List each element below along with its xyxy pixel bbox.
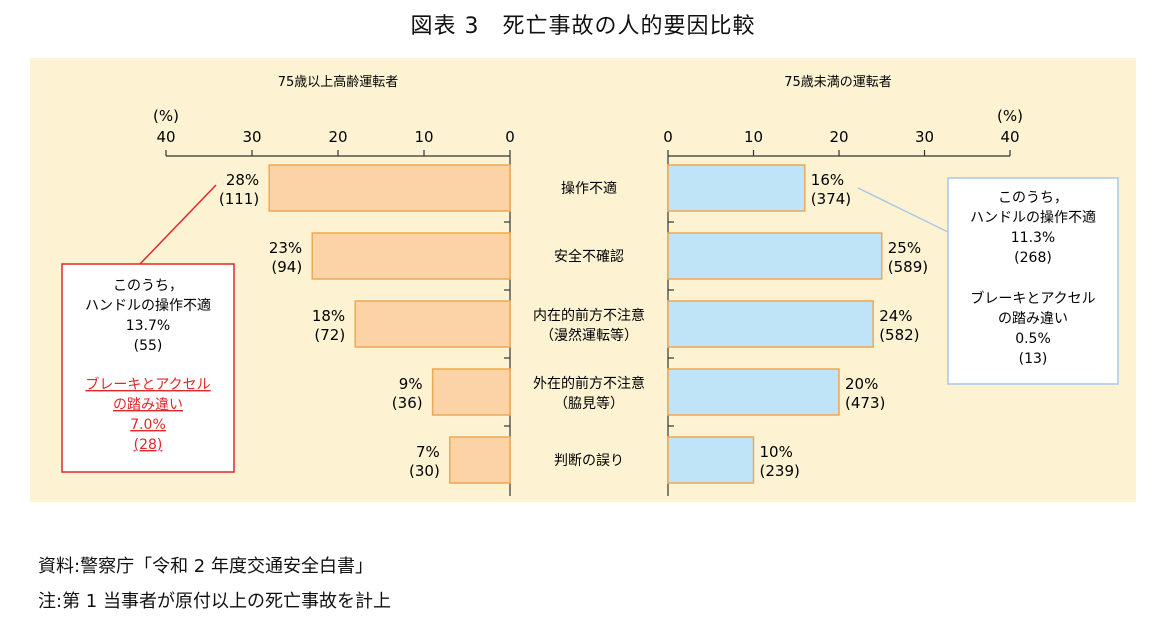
- annotation-right-text: 11.3%: [1011, 230, 1055, 246]
- bar-count-label-right: (589): [888, 258, 928, 276]
- chart-title: 図表 3 死亡事故の人的要因比較: [410, 14, 756, 39]
- unit-label-right: (%): [997, 107, 1023, 125]
- leader-line-right: [857, 187, 949, 233]
- bar-pct-label-left: 18%: [312, 307, 345, 325]
- bar-pct-label-left: 28%: [226, 171, 259, 189]
- bar-count-label-right: (374): [811, 190, 851, 208]
- annotation-right-text: このうち，: [998, 190, 1068, 206]
- bar-count-label-left: (94): [271, 258, 302, 276]
- annotation-left-text: ハンドルの操作不適: [85, 297, 211, 314]
- bar-right: [667, 436, 755, 484]
- bar-count-label-left: (36): [392, 394, 423, 412]
- bar-left: [268, 164, 511, 212]
- bar-left: [431, 368, 511, 416]
- category-sublabel: （脇見等）: [554, 395, 624, 412]
- bar-left: [354, 300, 511, 348]
- bar-count-label-left: (30): [409, 462, 440, 480]
- bar-count-label-right: (473): [845, 394, 885, 412]
- tick-label-left: 0: [505, 128, 515, 146]
- bar-count-label-left: (72): [314, 326, 345, 344]
- bar-right: [667, 368, 840, 416]
- tick-label-right: 40: [1000, 128, 1019, 146]
- bar-pct-label-right: 10%: [760, 443, 793, 461]
- left-panel-older-drivers: 75歳以上高齢運転者 (%) 0 10 20 30 40 28%(111) 23%(94) 18%…: [153, 74, 515, 496]
- annotation-right-text: の踏み違い: [998, 311, 1068, 327]
- annotation-right-text: ブレーキとアクセル: [970, 290, 1095, 307]
- annotation-left-red-text: の踏み違い: [113, 397, 183, 413]
- tick-label-right: 0: [663, 128, 673, 146]
- category-label: 安全不確認: [554, 248, 624, 265]
- category-label: 内在的前方不注意: [533, 307, 645, 324]
- annotation-right-text: 0.5%: [1015, 331, 1051, 347]
- right-panel-younger-drivers: 75歳未満の運転者 (%) 0 10 20 30 40 16%(374) 25%(589) 24%…: [663, 75, 1023, 496]
- bar-pct-label-left: 9%: [399, 375, 423, 393]
- tick-label-left: 40: [156, 128, 175, 146]
- bar-pct-label-right: 20%: [845, 375, 878, 393]
- category-label: 操作不適: [561, 180, 617, 197]
- annotation-left-text: 13.7%: [126, 318, 170, 334]
- tick-label-right: 20: [829, 128, 848, 146]
- bar-count-label-right: (582): [879, 326, 919, 344]
- annotation-right-text: (13): [1019, 351, 1048, 367]
- tick-label-left: 10: [414, 128, 433, 146]
- bar-count-label-right: (239): [760, 462, 800, 480]
- bar-count-label-left: (111): [219, 190, 259, 208]
- series-name-right: 75歳未満の運転者: [784, 75, 892, 90]
- bar-left: [311, 232, 511, 280]
- bar-pct-label-left: 23%: [269, 239, 302, 257]
- annotation-left-red-text: (28): [134, 437, 163, 453]
- bar-pct-label-right: 24%: [879, 307, 912, 325]
- tick-label-left: 20: [328, 128, 347, 146]
- leader-line-left: [139, 184, 217, 265]
- bar-pct-label-left: 7%: [416, 443, 440, 461]
- bar-pct-label-right: 25%: [888, 239, 921, 257]
- bar-right: [667, 164, 806, 212]
- footnote: 注:第 1 当事者が原付以上の死亡事故を計上: [38, 591, 391, 612]
- annotation-left-red-text: ブレーキとアクセル: [85, 376, 210, 393]
- category-label: 外在的前方不注意: [533, 375, 645, 392]
- annotation-right-text: (268): [1014, 250, 1052, 266]
- annotation-box-left: [61, 263, 235, 473]
- annotation-left-text: このうち，: [113, 278, 183, 294]
- source-note: 資料:警察庁「令和 2 年度交通安全白書」: [38, 556, 373, 577]
- bar-right: [667, 232, 883, 280]
- category-label: 判断の誤り: [554, 453, 624, 469]
- annotation-box-right: [947, 177, 1119, 385]
- bar-pct-label-right: 16%: [811, 171, 844, 189]
- category-sublabel: （漫然運転等）: [540, 327, 638, 344]
- annotation-left-red-text: 7.0%: [130, 417, 166, 433]
- series-name-left: 75歳以上高齢運転者: [278, 74, 399, 90]
- annotation-boxes: このうち，ハンドルの操作不適13.7%(55)ブレーキとアクセルの踏み違い7.0…: [61, 177, 1119, 473]
- unit-label-left: (%): [153, 107, 179, 125]
- tick-label-right: 10: [744, 128, 763, 146]
- annotation-left-text: (55): [134, 338, 163, 354]
- tick-label-right: 30: [915, 128, 934, 146]
- bar-right: [667, 300, 874, 348]
- tick-label-left: 30: [242, 128, 261, 146]
- annotation-right-text: ハンドルの操作不適: [970, 209, 1096, 226]
- bar-left: [449, 436, 511, 484]
